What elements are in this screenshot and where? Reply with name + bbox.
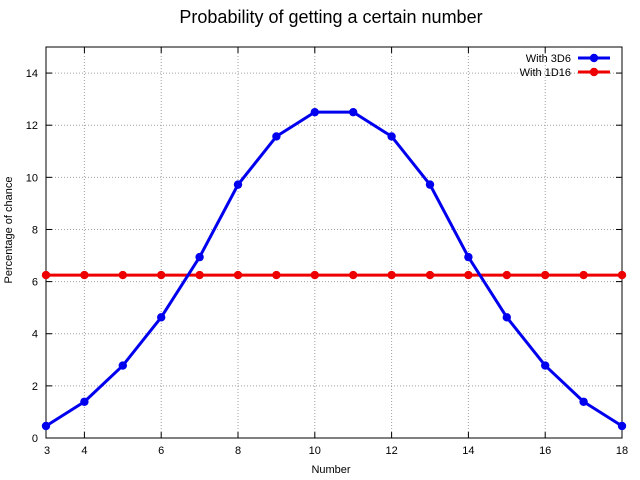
data-point: [80, 270, 89, 280]
data-point: [425, 180, 435, 189]
data-point: [349, 270, 358, 280]
x-tick-label: 3: [44, 445, 50, 457]
y-tick-label: 8: [32, 224, 38, 236]
data-point: [41, 270, 51, 280]
x-tick-label: 4: [81, 445, 87, 457]
data-point: [157, 313, 166, 322]
data-point: [310, 107, 319, 117]
data-point: [272, 132, 281, 141]
data-point: [157, 270, 166, 280]
x-tick-label: 8: [235, 445, 241, 457]
y-axis-label: Percentage of chance: [3, 176, 15, 283]
data-point: [464, 252, 473, 262]
axis-ticks: 4 6 8 10 12 14 16 18 30 2 4 6 8 10 12 14: [26, 47, 628, 457]
data-point: [425, 270, 435, 280]
data-point: [502, 270, 511, 280]
legend: With 3D6 With 1D16: [520, 53, 610, 79]
series-layer: [41, 107, 627, 431]
plot-frame: [45, 46, 623, 439]
chart-title: Probability of getting a certain number: [179, 7, 482, 27]
data-point: [387, 132, 396, 141]
data-point: [118, 270, 128, 280]
data-point: [579, 397, 588, 406]
y-tick-label: 6: [32, 277, 38, 289]
legend-swatch-marker: [589, 53, 599, 63]
legend-label: With 3D6: [526, 53, 571, 65]
data-point: [233, 270, 243, 280]
legend-swatch-marker: [589, 67, 599, 77]
x-tick-label: 18: [616, 445, 628, 457]
data-point: [541, 361, 550, 370]
x-tick-label: 16: [539, 445, 551, 457]
x-tick-label: 6: [158, 445, 164, 457]
grid: [46, 47, 622, 438]
data-point: [541, 270, 550, 280]
data-point: [195, 270, 204, 280]
data-point: [310, 270, 319, 280]
y-tick-label: 0: [32, 433, 38, 445]
x-axis-label: Number: [311, 464, 350, 476]
data-point: [41, 421, 51, 431]
data-point: [617, 270, 627, 280]
y-tick-label: 4: [32, 329, 38, 341]
legend-label: With 1D16: [520, 67, 571, 79]
data-point: [80, 397, 89, 406]
x-tick-label: 14: [462, 445, 474, 457]
data-point: [502, 313, 511, 322]
data-point: [118, 361, 128, 370]
x-tick-label: 12: [385, 445, 397, 457]
data-point: [272, 270, 281, 280]
data-point: [349, 107, 358, 117]
series-line-0: [45, 110, 623, 428]
data-point: [195, 252, 204, 262]
data-point: [233, 180, 243, 189]
data-point: [387, 270, 396, 280]
data-point: [464, 270, 473, 280]
data-point: [617, 421, 627, 431]
y-tick-label: 14: [26, 68, 38, 80]
data-point: [579, 270, 588, 280]
x-tick-label: 10: [309, 445, 321, 457]
y-tick-label: 2: [32, 381, 38, 393]
y-tick-label: 12: [26, 120, 38, 132]
y-tick-label: 10: [26, 172, 38, 184]
